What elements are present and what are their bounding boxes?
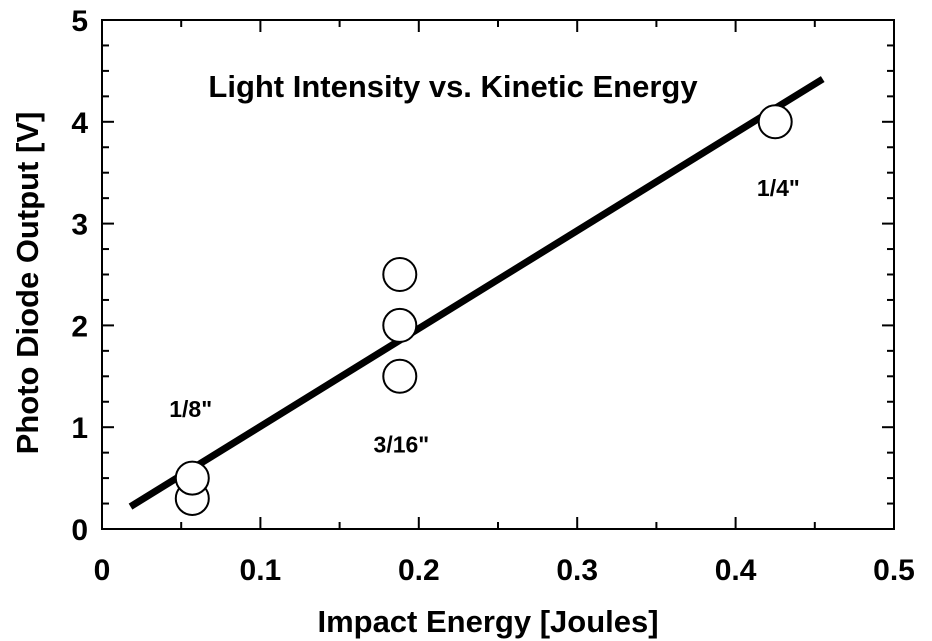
x-tick-label: 0.1 [240, 554, 282, 587]
y-tick-label: 4 [71, 107, 88, 140]
annotations: 1/8" 3/16" 1/4" [169, 175, 800, 458]
data-points [174, 104, 793, 516]
x-tick-labels: 0 0.1 0.2 0.3 0.4 0.5 [94, 554, 915, 587]
annotation-label: 1/4" [757, 175, 800, 201]
axis-ticks [101, 19, 895, 530]
data-point [382, 307, 418, 343]
y-tick-label: 1 [71, 412, 88, 445]
x-axis-title: Impact Energy [Joules] [317, 604, 658, 639]
fit-line-layer [128, 76, 825, 510]
y-tick-label: 0 [71, 514, 88, 547]
data-point [174, 460, 210, 496]
y-tick-label: 3 [71, 209, 88, 242]
x-tick-label: 0.4 [715, 554, 757, 587]
y-tick-labels: 0 1 2 3 4 5 [71, 5, 88, 547]
x-tick-label: 0.2 [398, 554, 440, 587]
x-tick-label: 0.5 [873, 554, 915, 587]
chart-title: Light Intensity vs. Kinetic Energy [208, 69, 698, 104]
y-tick-label: 2 [71, 310, 88, 343]
fit-line [128, 76, 825, 510]
data-point [382, 358, 418, 394]
y-tick-label: 5 [71, 5, 88, 38]
annotation-label: 1/8" [169, 396, 212, 422]
x-tick-label: 0 [94, 554, 111, 587]
data-point [382, 257, 418, 292]
y-axis-title: Photo Diode Output [V] [10, 112, 45, 455]
x-tick-label: 0.3 [556, 554, 598, 587]
annotation-label: 3/16" [374, 432, 430, 458]
data-point [757, 104, 793, 140]
